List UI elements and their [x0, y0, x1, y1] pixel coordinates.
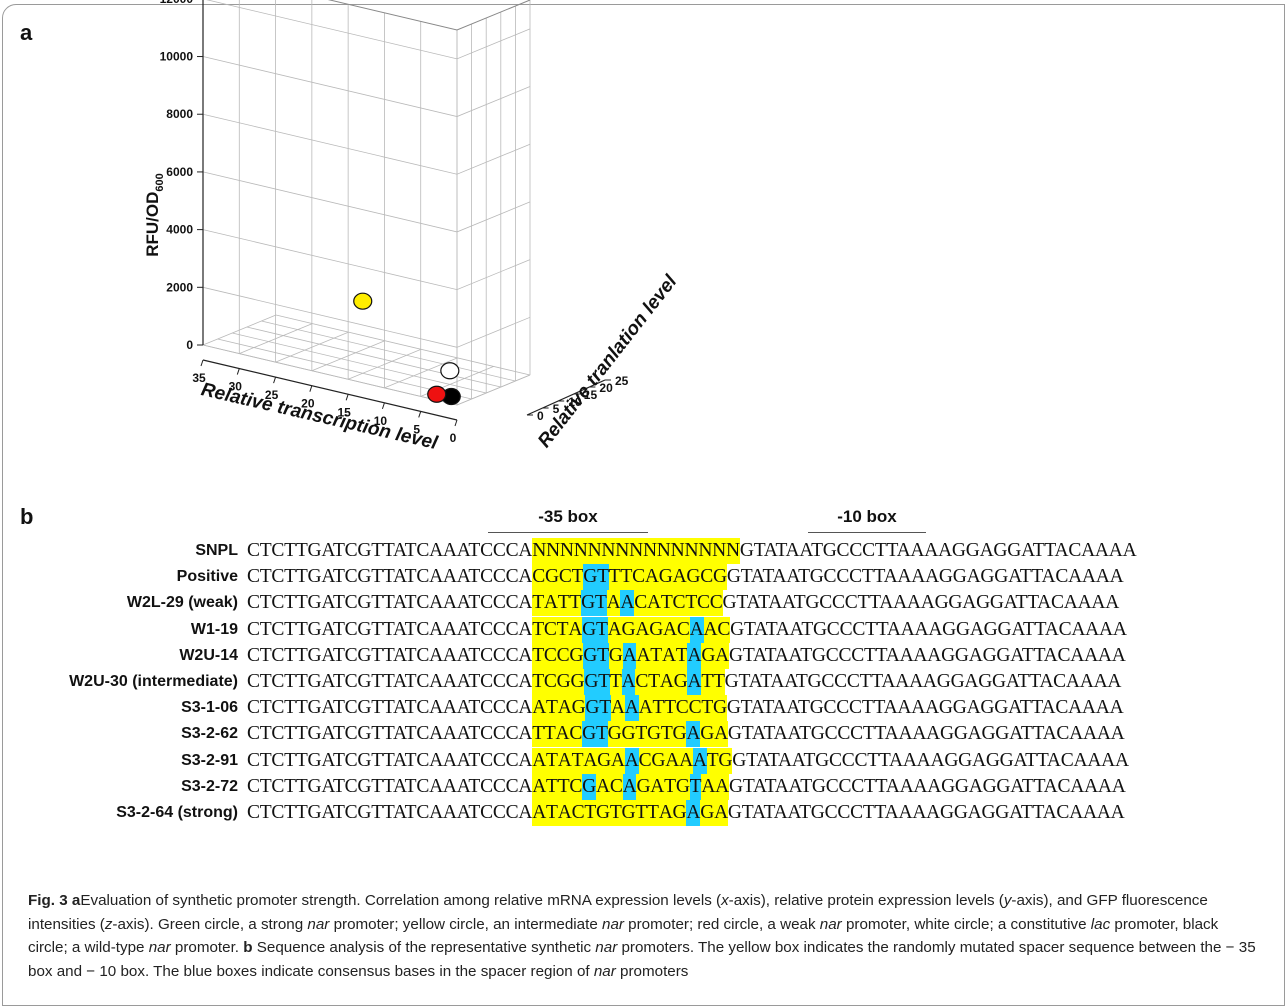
y-axis-title: Relative tranlation level	[534, 271, 682, 452]
floor-grid-line	[232, 332, 487, 394]
x-tick	[200, 359, 204, 367]
x-tick-label: 10	[374, 414, 388, 428]
y-tick-label: 10	[568, 395, 582, 409]
caption-text: promoter; red circle, a weak	[623, 915, 820, 933]
caption-text: Evaluation of synthetic promoter strengt…	[80, 892, 722, 909]
x-tick	[273, 376, 277, 384]
x-tick-label: 15	[337, 405, 351, 419]
data-point	[440, 362, 460, 380]
x-tick	[236, 368, 240, 375]
caption-text: -axis). Green circle, a strong	[112, 915, 308, 933]
y-tick-label: 0	[537, 409, 544, 423]
x-tick	[454, 419, 458, 427]
caption-italic: nar	[819, 915, 842, 933]
caption-b-label: b	[243, 939, 253, 956]
caption-text: -axis), and GFP fluorescence intensities…	[28, 892, 1208, 933]
data-point	[353, 292, 373, 310]
scatter-3d-chart: 0200040006000800010000120000510152025303…	[143, 0, 682, 454]
caption-italic: y	[1003, 892, 1012, 909]
z-tick-label: 10000	[160, 50, 194, 64]
caption-text: promoters. The yellow box indicates the …	[28, 939, 1256, 980]
caption-text: promoters	[615, 962, 689, 980]
z-tick-label: 6000	[166, 165, 193, 179]
caption-italic: nar	[148, 939, 171, 956]
caption-text: Sequence analysis of the representative …	[252, 939, 596, 956]
x-tick-label: 0	[450, 431, 457, 445]
wall-grid-line	[202, 171, 531, 233]
figure-frame	[2, 4, 1285, 1006]
floor-grid-line	[275, 314, 531, 376]
y-axis-line	[526, 379, 606, 416]
data-point	[427, 385, 447, 403]
panel-a-label: a	[20, 20, 33, 45]
z-axis-title: RFU/OD600	[143, 173, 166, 257]
caption-italic: nar	[595, 939, 618, 956]
caption-italic: nar	[307, 915, 330, 933]
caption-text: promoter, black circle; a wild-type	[28, 915, 1219, 957]
caption-text: promoter, white circle; a constitutive	[841, 915, 1091, 933]
wall-top-edge	[327, 0, 531, 31]
x-tick-label: 35	[192, 371, 206, 385]
wall-grid-line	[202, 56, 531, 117]
wall-grid-line	[202, 229, 531, 291]
wall-grid-line	[202, 286, 531, 348]
caption-italic: nar	[593, 962, 616, 980]
wall-grid-line	[206, 0, 531, 60]
caption-text: -axis), relative protein expression leve…	[728, 892, 1004, 909]
z-tick-label: 8000	[166, 107, 193, 121]
caption-a-label: a	[71, 892, 81, 909]
x-tick-label: 30	[229, 380, 243, 394]
x-tick	[381, 402, 385, 410]
caption-text: promoter; yellow circle, an intermediate	[329, 915, 602, 933]
caption-text: promoter.	[170, 939, 244, 956]
z-tick-label: 0	[186, 338, 193, 352]
caption-italic: nar	[602, 915, 624, 933]
caption-italic: lac	[1090, 915, 1111, 933]
x-tick-label: 20	[301, 397, 315, 411]
y-tick-label: 5	[553, 402, 560, 416]
x-tick-label: 25	[265, 388, 279, 402]
figure-caption: Fig. 3 aEvaluation of synthetic promoter…	[28, 889, 1258, 983]
z-tick-label: 2000	[166, 280, 193, 294]
x-tick-label: 5	[413, 422, 420, 436]
x-axis-line	[202, 359, 458, 421]
panel-b-label: b	[20, 504, 34, 529]
caption-italic: x	[721, 892, 729, 909]
x-tick	[309, 385, 313, 392]
z-tick-label: 12000	[160, 0, 194, 6]
caption-italic: z	[104, 915, 113, 933]
floor-grid-line	[246, 326, 501, 388]
y-tick-label: 20	[599, 381, 613, 395]
wall-grid-line	[202, 113, 531, 175]
y-tick-label: 15	[584, 388, 598, 402]
x-tick	[345, 394, 349, 401]
x-axis-title: Relative transcription level	[199, 379, 440, 454]
wall-grid-line	[202, 344, 531, 406]
floor-grid-line	[261, 320, 516, 382]
caption-fig-label: Fig. 3	[28, 892, 68, 909]
x-tick	[418, 411, 422, 418]
y-tick-label: 25	[615, 374, 629, 388]
z-tick-label: 4000	[166, 223, 193, 237]
